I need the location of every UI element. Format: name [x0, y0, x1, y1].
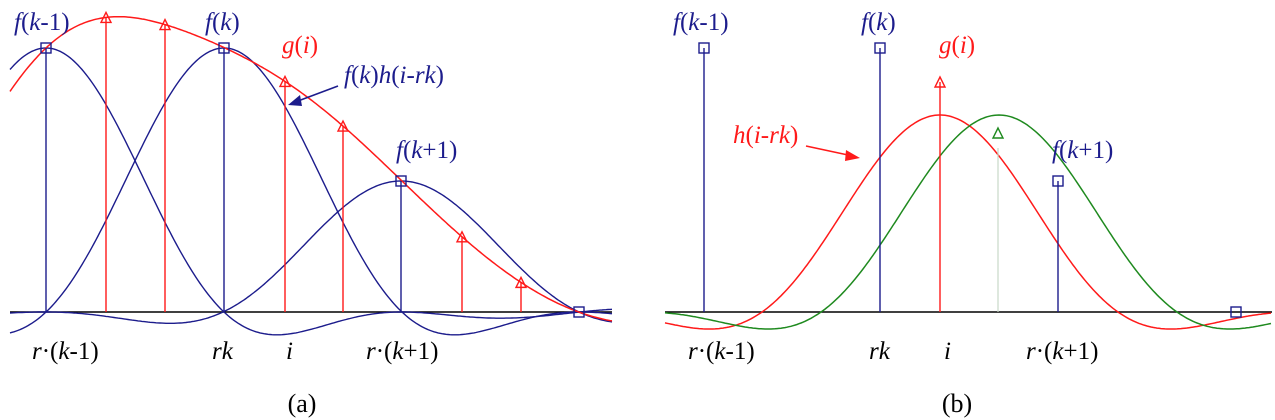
sample-marker-b-2	[874, 42, 886, 54]
label-f-k-a: f(k)	[205, 9, 240, 36]
kernel-curve-green	[664, 114, 1272, 330]
xlabel-i-b: i	[944, 338, 951, 365]
arrow-fkh	[288, 85, 339, 106]
caption-b: (b)	[942, 389, 972, 418]
kernel-curve-2	[9, 47, 613, 336]
xlabel-rk-a: rk	[212, 338, 234, 365]
sample-marker-3	[395, 175, 407, 187]
xlabel-rk-b: rk	[869, 338, 891, 365]
label-h-irk-b: h(i-rk)	[733, 122, 798, 149]
interp-marker-5	[455, 230, 469, 243]
kernel-curve-red	[664, 114, 1272, 330]
xlabel-rkm1-b: r·(k-1)	[688, 338, 755, 365]
xlabel-rkp1-a: r·(k+1)	[366, 338, 438, 365]
label-fkh-a: f(k)h(i-rk)	[344, 62, 444, 89]
label-f-km1-a: f(k-1)	[14, 9, 70, 36]
label-g-i-b: g(i)	[939, 32, 975, 59]
label-f-kp1-b: f(k+1)	[1052, 137, 1113, 164]
interp-marker-b	[933, 75, 947, 88]
xlabel-i-a: i	[286, 338, 293, 365]
sample-marker-1	[40, 42, 52, 54]
sample-marker-b-1	[698, 42, 710, 54]
label-f-k-b: f(k)	[861, 9, 896, 36]
interp-marker-6	[514, 275, 528, 289]
sample-marker-b-4	[1230, 306, 1242, 318]
interp-marker-4	[336, 119, 350, 132]
kernel-curve-1	[9, 47, 613, 336]
panel-b: f(k-1) f(k) g(i) h(i-rk) f(k+1) r·(k-1) …	[664, 9, 1272, 418]
interp-marker-2	[158, 18, 172, 31]
reconstruction-curve-g	[9, 15, 613, 322]
shift-marker-b	[991, 126, 1005, 139]
label-f-kp1-a: f(k+1)	[396, 137, 457, 164]
interp-marker-3	[278, 74, 292, 88]
kernel-curve-3	[9, 180, 613, 324]
caption-a: (a)	[288, 389, 317, 418]
sample-marker-4	[573, 306, 585, 318]
interp-marker-1	[99, 10, 113, 24]
arrow-h-irk	[805, 145, 860, 161]
panel-a: f(k-1) f(k) g(i) f(k)h(i-rk) f(k+1) r·(k…	[9, 9, 613, 418]
sample-marker-2	[218, 42, 230, 54]
xlabel-rkp1-b: r·(k+1)	[1026, 338, 1098, 365]
xlabel-rkm1-a: r·(k-1)	[32, 338, 99, 365]
sample-marker-b-3	[1052, 175, 1064, 187]
label-f-km1-b: f(k-1)	[673, 9, 729, 36]
label-g-i-a: g(i)	[282, 32, 318, 59]
